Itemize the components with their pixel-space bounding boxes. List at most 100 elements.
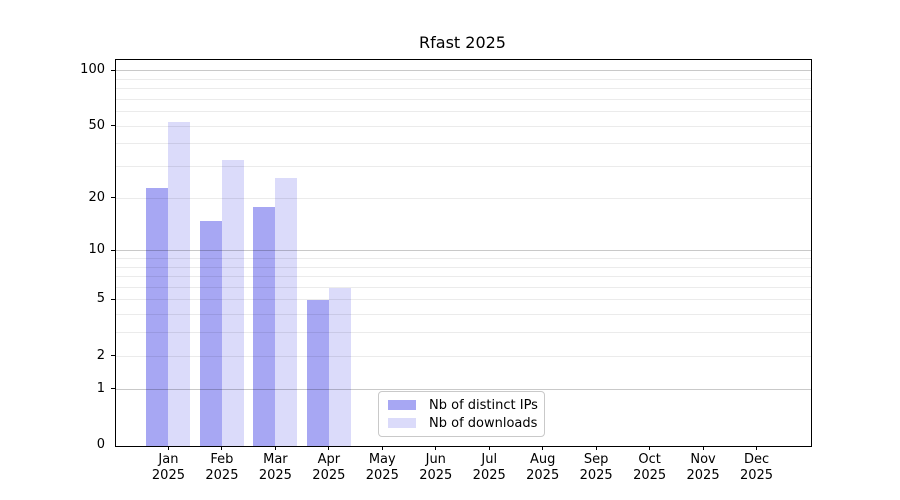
bar-downloads-apr bbox=[328, 287, 351, 446]
gridline-minor bbox=[116, 143, 811, 145]
x-tick-mark bbox=[167, 446, 169, 450]
x-axis-tick-label: Feb 2025 bbox=[182, 452, 262, 484]
x-tick-mark bbox=[328, 446, 330, 450]
y-axis-tick-label: 50 bbox=[88, 117, 105, 133]
y-tick-mark bbox=[111, 69, 115, 71]
x-tick-year: 2025 bbox=[205, 468, 239, 483]
gridline-minor bbox=[116, 87, 811, 89]
x-tick-mark bbox=[542, 446, 544, 450]
legend-label-distinct-ips: Nb of distinct IPs bbox=[429, 397, 538, 413]
gridline-minor bbox=[116, 197, 811, 199]
y-axis-tick-label: 100 bbox=[80, 62, 105, 77]
x-tick-year: 2025 bbox=[579, 468, 613, 483]
gridline-minor bbox=[116, 276, 811, 277]
x-tick-mark bbox=[274, 446, 276, 450]
gridline-minor bbox=[116, 266, 811, 268]
bar-ips-jan bbox=[146, 187, 169, 446]
gridline-minor bbox=[116, 299, 811, 301]
gridline-minor bbox=[116, 257, 811, 259]
x-tick-month: Aug bbox=[529, 452, 556, 467]
bar-ips-mar bbox=[253, 206, 276, 446]
gridline-major bbox=[116, 250, 811, 252]
y-axis-tick-label: 5 bbox=[96, 291, 105, 307]
x-axis-tick-label: Jul 2025 bbox=[449, 452, 529, 484]
x-tick-month: Mar bbox=[263, 452, 288, 467]
y-tick-mark bbox=[111, 298, 115, 300]
x-tick-mark bbox=[756, 446, 758, 450]
gridline-minor bbox=[116, 98, 811, 100]
x-tick-month: May bbox=[368, 452, 396, 467]
gridline-major bbox=[116, 388, 811, 390]
x-tick-year: 2025 bbox=[633, 468, 667, 483]
y-tick-mark bbox=[111, 249, 115, 251]
legend-swatch-distinct-ips bbox=[388, 400, 416, 410]
legend-row-distinct-ips: Nb of distinct IPs bbox=[379, 396, 544, 414]
y-axis-tick-label: 2 bbox=[96, 347, 105, 363]
x-tick-mark bbox=[381, 446, 383, 450]
x-axis-tick-label: Apr 2025 bbox=[289, 452, 369, 484]
x-tick-year: 2025 bbox=[312, 468, 346, 483]
legend-label-downloads: Nb of downloads bbox=[429, 415, 538, 431]
gridline-minor bbox=[116, 332, 811, 334]
x-axis-tick-label: Oct 2025 bbox=[610, 452, 690, 484]
bar-downloads-feb bbox=[221, 159, 244, 446]
x-tick-month: Jan bbox=[158, 452, 179, 467]
gridline-minor bbox=[116, 78, 811, 80]
gridline-minor bbox=[116, 125, 811, 127]
gridline-minor bbox=[116, 166, 811, 167]
legend-row-downloads: Nb of downloads bbox=[379, 414, 544, 432]
x-tick-month: Nov bbox=[690, 452, 716, 467]
x-tick-month: Oct bbox=[638, 452, 661, 467]
x-axis-tick-label: Sep 2025 bbox=[556, 452, 636, 484]
gridline-minor bbox=[116, 314, 811, 316]
gridline-minor bbox=[116, 355, 811, 357]
x-tick-mark bbox=[702, 446, 704, 450]
x-tick-year: 2025 bbox=[419, 468, 453, 483]
y-axis-tick-label: 10 bbox=[88, 242, 105, 258]
x-tick-month: Jun bbox=[425, 452, 446, 467]
x-axis-tick-label: Nov 2025 bbox=[663, 452, 743, 484]
x-tick-year: 2025 bbox=[739, 468, 774, 483]
y-tick-mark bbox=[111, 388, 115, 390]
x-tick-month: Sep bbox=[583, 452, 609, 467]
x-tick-mark bbox=[595, 446, 597, 450]
bar-downloads-mar bbox=[275, 178, 298, 446]
x-tick-month: Feb bbox=[210, 452, 234, 467]
x-axis-tick-label: May 2025 bbox=[342, 452, 422, 484]
x-axis-tick-label: Jun 2025 bbox=[396, 452, 476, 484]
x-tick-year: 2025 bbox=[258, 468, 292, 483]
x-tick-mark bbox=[649, 446, 651, 450]
legend: Nb of distinct IPs Nb of downloads bbox=[378, 391, 545, 437]
x-tick-month: Jul bbox=[481, 452, 498, 467]
y-axis-tick-label: 0 bbox=[96, 437, 105, 452]
x-tick-mark bbox=[435, 446, 437, 450]
x-tick-mark bbox=[488, 446, 490, 450]
x-axis-tick-label: Mar 2025 bbox=[235, 452, 315, 484]
x-tick-month: Apr bbox=[317, 452, 341, 467]
y-axis-tick-label: 20 bbox=[88, 189, 105, 205]
x-axis-tick-label: Aug 2025 bbox=[503, 452, 583, 484]
gridline-minor bbox=[116, 111, 811, 112]
chart-title: Rfast 2025 bbox=[419, 33, 506, 52]
bar-downloads-jan bbox=[168, 121, 191, 446]
gridline-major bbox=[116, 70, 811, 71]
y-tick-mark bbox=[111, 355, 115, 357]
gridline-minor bbox=[116, 286, 811, 288]
y-tick-mark bbox=[111, 197, 115, 199]
x-axis-tick-label: Jan 2025 bbox=[128, 452, 208, 484]
x-tick-month: Dec bbox=[743, 452, 770, 467]
x-tick-year: 2025 bbox=[526, 468, 560, 483]
y-axis-tick-label: 1 bbox=[96, 380, 105, 396]
x-tick-year: 2025 bbox=[365, 468, 399, 483]
legend-swatch-downloads bbox=[388, 418, 416, 428]
x-tick-year: 2025 bbox=[472, 468, 506, 483]
bar-ips-feb bbox=[199, 220, 222, 446]
x-tick-year: 2025 bbox=[686, 468, 720, 483]
x-tick-mark bbox=[221, 446, 223, 450]
y-tick-mark bbox=[111, 125, 115, 127]
plot-area bbox=[115, 59, 812, 447]
bar-ips-apr bbox=[306, 300, 329, 446]
x-tick-year: 2025 bbox=[151, 468, 185, 483]
x-axis-tick-label: Dec 2025 bbox=[717, 452, 797, 484]
